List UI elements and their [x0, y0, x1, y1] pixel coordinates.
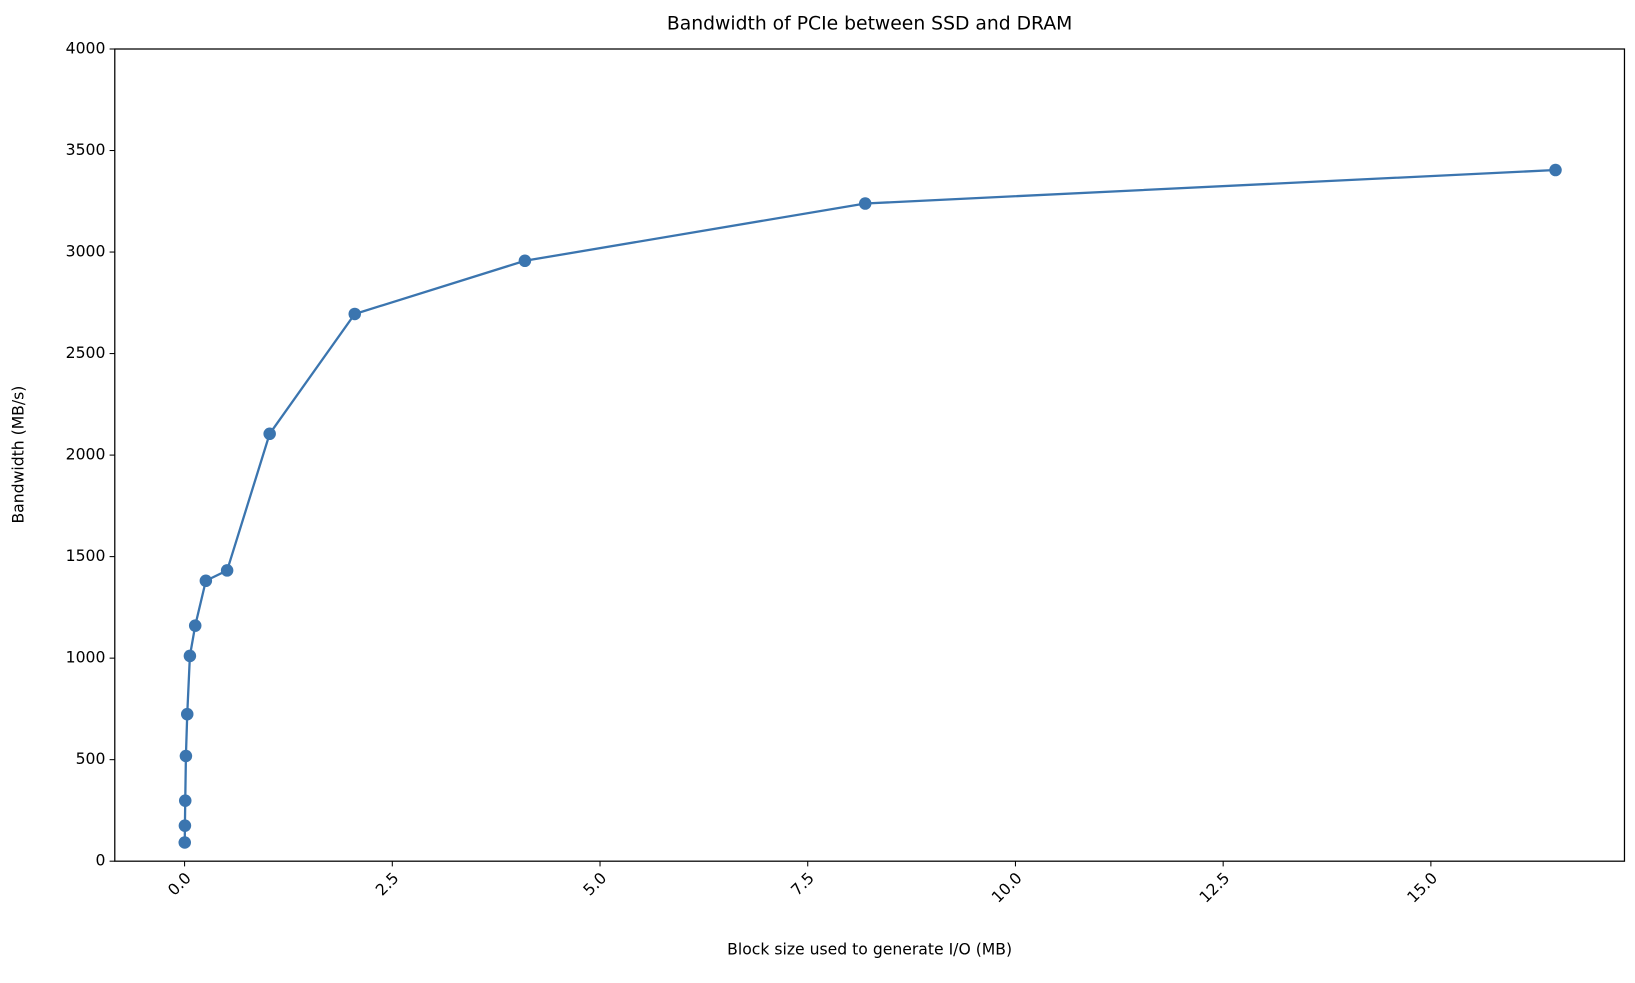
x-axis-label: Block size used to generate I/O (MB): [727, 939, 1012, 958]
data-point: [178, 836, 192, 849]
data-point: [178, 794, 192, 807]
y-tick-label: 2000: [66, 445, 106, 464]
y-tick-label: 4000: [66, 39, 106, 58]
data-point: [263, 427, 276, 441]
x-tick-label: 10.0: [988, 868, 1026, 906]
x-tick-label: 5.0: [579, 868, 610, 899]
data-point: [858, 197, 872, 210]
data-point: [348, 307, 361, 321]
data-point: [1549, 163, 1562, 177]
x-tick-label: 2.5: [371, 868, 402, 899]
x-tick-label: 7.5: [787, 868, 818, 899]
data-point: [178, 819, 192, 832]
data-point: [179, 749, 193, 763]
data-point: [220, 564, 234, 577]
series-line: [183, 168, 1556, 843]
plot-frame: [114, 48, 1626, 862]
y-tick-label: 3500: [66, 140, 106, 159]
data-point: [518, 254, 532, 268]
x-tick-label: 12.5: [1195, 868, 1233, 906]
x-tick-label: 15.0: [1403, 868, 1441, 906]
data-point: [180, 707, 194, 721]
y-tick-label: 1500: [66, 546, 106, 565]
y-axis-label: Bandwidth (MB/s): [8, 386, 27, 524]
y-tick-label: 1000: [66, 648, 106, 667]
y-tick-label: 500: [76, 749, 106, 768]
y-tick-label: 2500: [66, 343, 106, 362]
data-point: [199, 574, 213, 588]
y-tick-label: 0: [95, 851, 105, 870]
chart-title: Bandwidth of PCIe between SSD and DRAM: [667, 13, 1072, 34]
data-point: [183, 649, 197, 663]
x-tick-label: 0.0: [164, 868, 195, 899]
y-tick-label: 3000: [66, 242, 106, 261]
data-point: [188, 619, 202, 632]
